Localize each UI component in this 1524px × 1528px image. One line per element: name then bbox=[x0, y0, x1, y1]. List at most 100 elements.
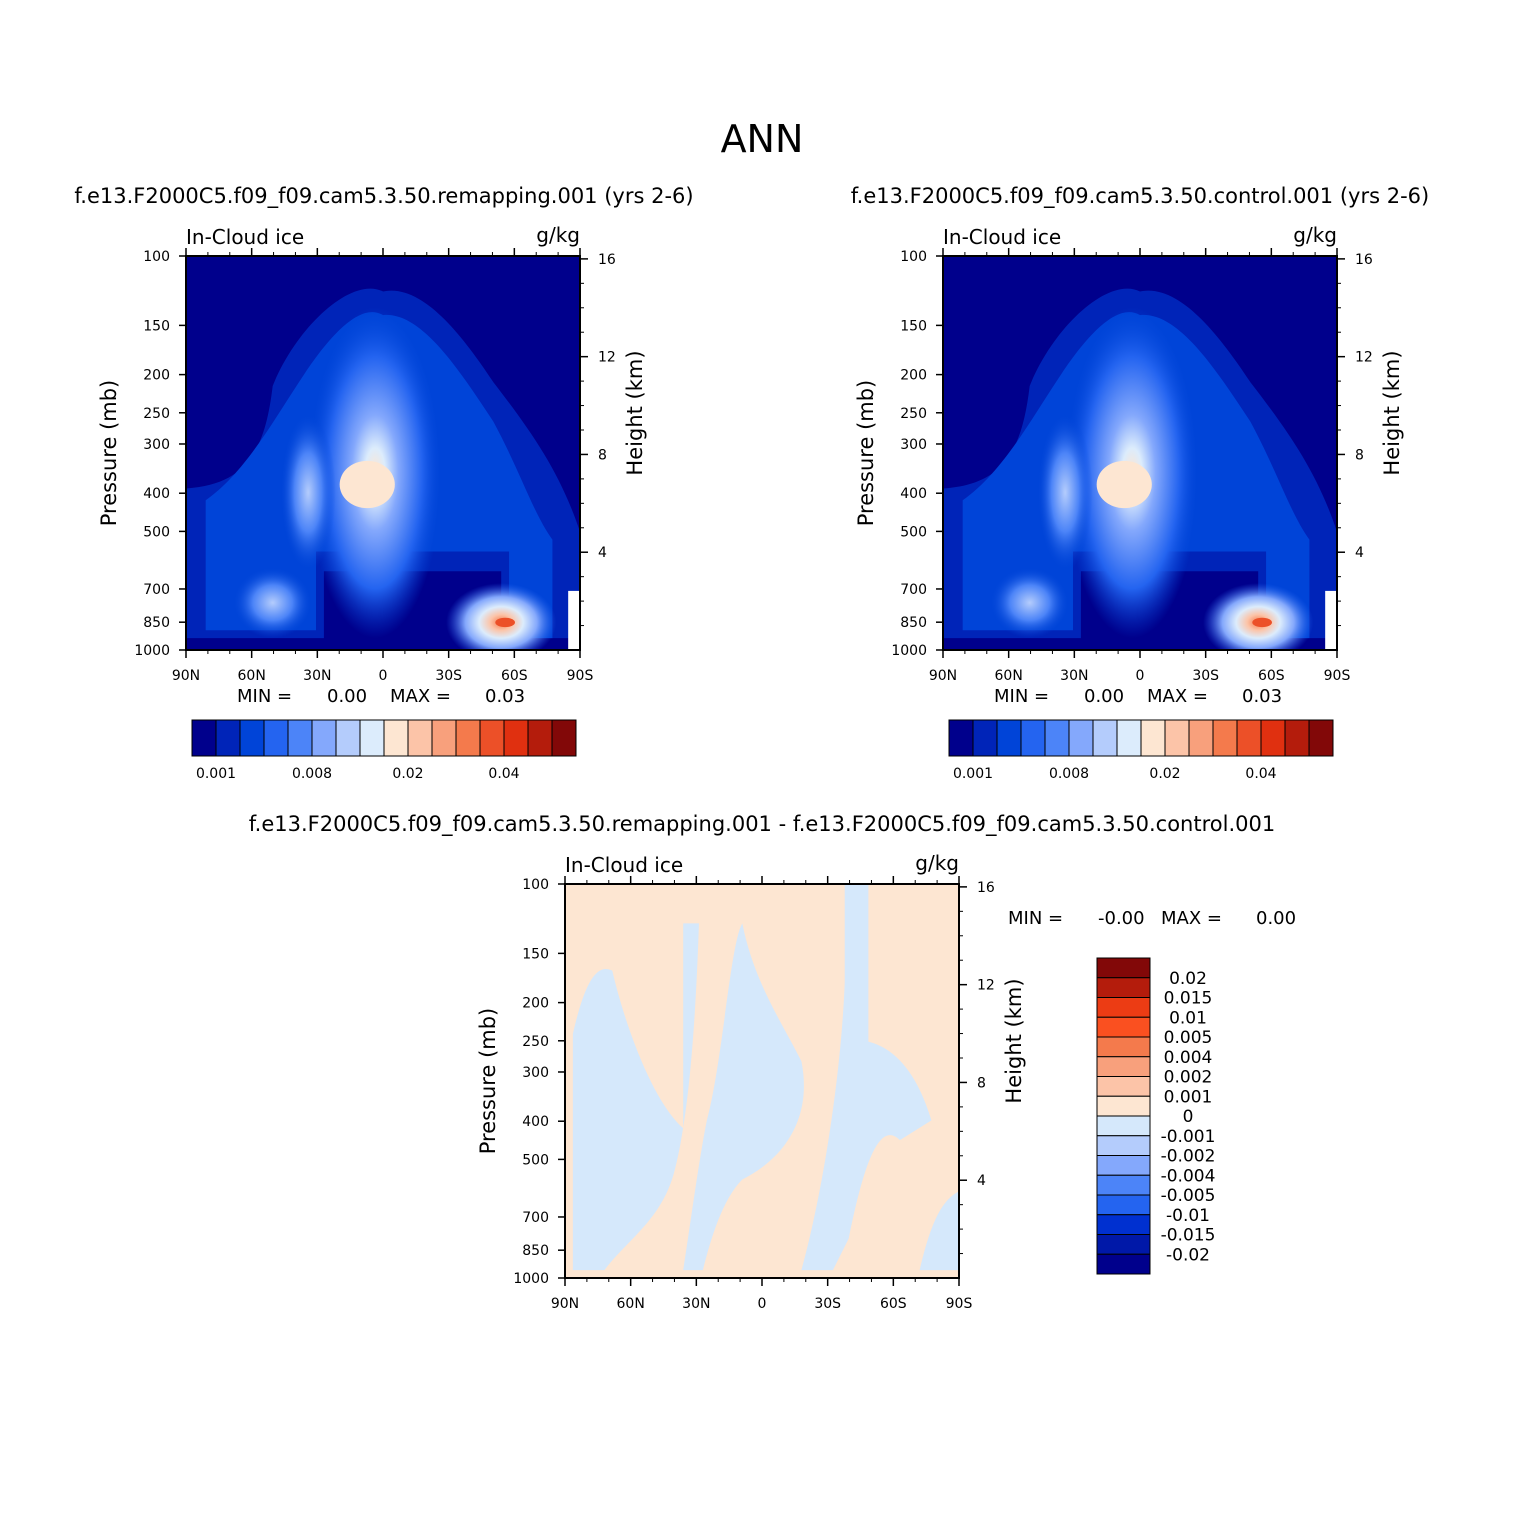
tropical-core bbox=[1096, 460, 1152, 509]
colorbar-label: -0.01 bbox=[1166, 1206, 1210, 1226]
colorbar-cell bbox=[1096, 957, 1151, 979]
colorbar-label: -0.005 bbox=[1161, 1186, 1216, 1206]
colorbar-cell bbox=[1068, 719, 1094, 757]
panel-remapping: 100 150 200 250 300 400 500 700 850 1000 16 12 8 4 90N… bbox=[97, 223, 647, 782]
lat-tick-label: 60N bbox=[617, 1296, 645, 1312]
colorbar-cell bbox=[1284, 719, 1310, 757]
colorbar-label: -0.02 bbox=[1166, 1245, 1210, 1265]
pressure-tick-label: 100 bbox=[522, 877, 549, 893]
colorbar-cell bbox=[996, 719, 1022, 757]
southern-midlat-maximum bbox=[446, 583, 557, 650]
lat-tick-label: 90S bbox=[1324, 668, 1351, 684]
units-label: g/kg bbox=[1293, 223, 1337, 247]
pressure-tick-label: 400 bbox=[522, 1114, 549, 1130]
pressure-tick-label: 1000 bbox=[513, 1271, 549, 1287]
y2-axis-label: Height (km) bbox=[623, 350, 647, 475]
pressure-tick-label: 1000 bbox=[134, 643, 170, 659]
pressure-tick-label: 100 bbox=[900, 249, 927, 265]
colorbar-label: 0.015 bbox=[1164, 989, 1213, 1009]
antarctic-topography-mask bbox=[1325, 590, 1337, 650]
colorbar-cell bbox=[1096, 1214, 1151, 1235]
colorbar-label: -0.015 bbox=[1161, 1226, 1216, 1246]
height-tick-label: 16 bbox=[598, 252, 616, 268]
colorbar-label: 0.02 bbox=[1169, 969, 1207, 989]
contour-field bbox=[186, 256, 580, 650]
max-value: 0.03 bbox=[1242, 686, 1282, 707]
southern-core bbox=[1252, 617, 1272, 628]
y2-axis-label: Height (km) bbox=[1002, 978, 1026, 1103]
contour-field bbox=[943, 256, 1337, 650]
colorbar-label: 0.005 bbox=[1164, 1028, 1213, 1048]
colorbar-cell bbox=[191, 719, 217, 757]
lat-tick-label: 90N bbox=[929, 668, 957, 684]
northern-midlat-low bbox=[990, 567, 1070, 639]
colorbar-label: 0.001 bbox=[953, 766, 993, 782]
pressure-tick-label: 850 bbox=[522, 1243, 549, 1259]
colorbar-cell bbox=[1188, 719, 1214, 757]
pressure-tick-label: 250 bbox=[143, 406, 170, 422]
colorbar-cell bbox=[1096, 1016, 1151, 1038]
height-tick-label: 8 bbox=[977, 1075, 986, 1091]
pressure-tick-label: 200 bbox=[143, 368, 170, 384]
colorbar-cell bbox=[1096, 1095, 1151, 1117]
colorbar-cell bbox=[1308, 719, 1334, 757]
colorbar-cell bbox=[1096, 1174, 1151, 1196]
height-tick-label: 4 bbox=[977, 1173, 986, 1189]
height-tick-label: 16 bbox=[1355, 252, 1373, 268]
lat-tick-label: 30S bbox=[1192, 668, 1219, 684]
colorbar-label: 0.008 bbox=[1049, 766, 1089, 782]
diff-negative-pole bbox=[919, 1191, 959, 1271]
colorbar-cell bbox=[455, 719, 481, 757]
diff-negative-north bbox=[572, 923, 699, 1271]
pressure-tick-label: 300 bbox=[522, 1065, 549, 1081]
colorbar-cell bbox=[1140, 719, 1166, 757]
lat-tick-label: 30N bbox=[1060, 668, 1088, 684]
height-tick-label: 8 bbox=[1355, 447, 1364, 463]
lat-tick-label: 30S bbox=[435, 668, 462, 684]
colorbar-cell bbox=[239, 719, 265, 757]
min-value: 0.00 bbox=[327, 686, 367, 707]
colorbar-cell bbox=[1096, 1234, 1151, 1255]
colorbar-cell bbox=[407, 719, 433, 757]
colorbar-cell bbox=[335, 719, 361, 757]
colorbar-cell bbox=[1096, 1194, 1151, 1216]
min-label: MIN = bbox=[237, 686, 292, 707]
pressure-tick-label: 200 bbox=[900, 368, 927, 384]
northern-tropics-branch bbox=[280, 413, 336, 572]
variable-label: In-Cloud ice bbox=[565, 853, 683, 877]
colorbar-cell bbox=[1096, 977, 1151, 998]
pressure-tick-label: 150 bbox=[143, 318, 170, 334]
colorbar-cell bbox=[263, 719, 289, 757]
colorbar-label: -0.002 bbox=[1161, 1147, 1216, 1167]
panel-difference: 100 150 200 250 300 400 500 700 850 1000 16 12 8 4 90N… bbox=[476, 851, 1296, 1312]
pressure-tick-label: 700 bbox=[900, 582, 927, 598]
min-label: MIN = bbox=[994, 686, 1049, 707]
pressure-tick-label: 100 bbox=[143, 249, 170, 265]
units-label: g/kg bbox=[915, 851, 959, 875]
lat-tick-label: 60N bbox=[238, 668, 266, 684]
y-axis-label: Pressure (mb) bbox=[854, 380, 878, 527]
colorbar-cell bbox=[359, 719, 385, 757]
colorbar-cell bbox=[972, 719, 998, 757]
colorbar-cell bbox=[527, 719, 553, 757]
colorbar-cell bbox=[1092, 719, 1118, 757]
lat-tick-label: 30N bbox=[303, 668, 331, 684]
pressure-tick-label: 700 bbox=[143, 582, 170, 598]
colorbar-cell bbox=[1096, 1155, 1151, 1176]
northern-midlat-low bbox=[233, 567, 313, 639]
colorbar-label: 0.008 bbox=[292, 766, 332, 782]
pressure-tick-label: 400 bbox=[143, 486, 170, 502]
colorbar-cell bbox=[1096, 1076, 1151, 1097]
colorbar-cell bbox=[1116, 719, 1142, 757]
page-title: ANN bbox=[721, 117, 804, 161]
difference-field bbox=[565, 884, 959, 1278]
lat-tick-label: 90N bbox=[172, 668, 200, 684]
lat-tick-label: 90S bbox=[946, 1296, 973, 1312]
colorbar-label: 0.001 bbox=[196, 766, 236, 782]
colorbar-cell bbox=[431, 719, 457, 757]
panel-control: 100 150 200 250 300 400 500 700 850 1000 16 12 8 4 90N… bbox=[854, 223, 1404, 782]
max-label: MAX = bbox=[1147, 686, 1208, 707]
pressure-tick-label: 300 bbox=[143, 437, 170, 453]
units-label: g/kg bbox=[536, 223, 580, 247]
